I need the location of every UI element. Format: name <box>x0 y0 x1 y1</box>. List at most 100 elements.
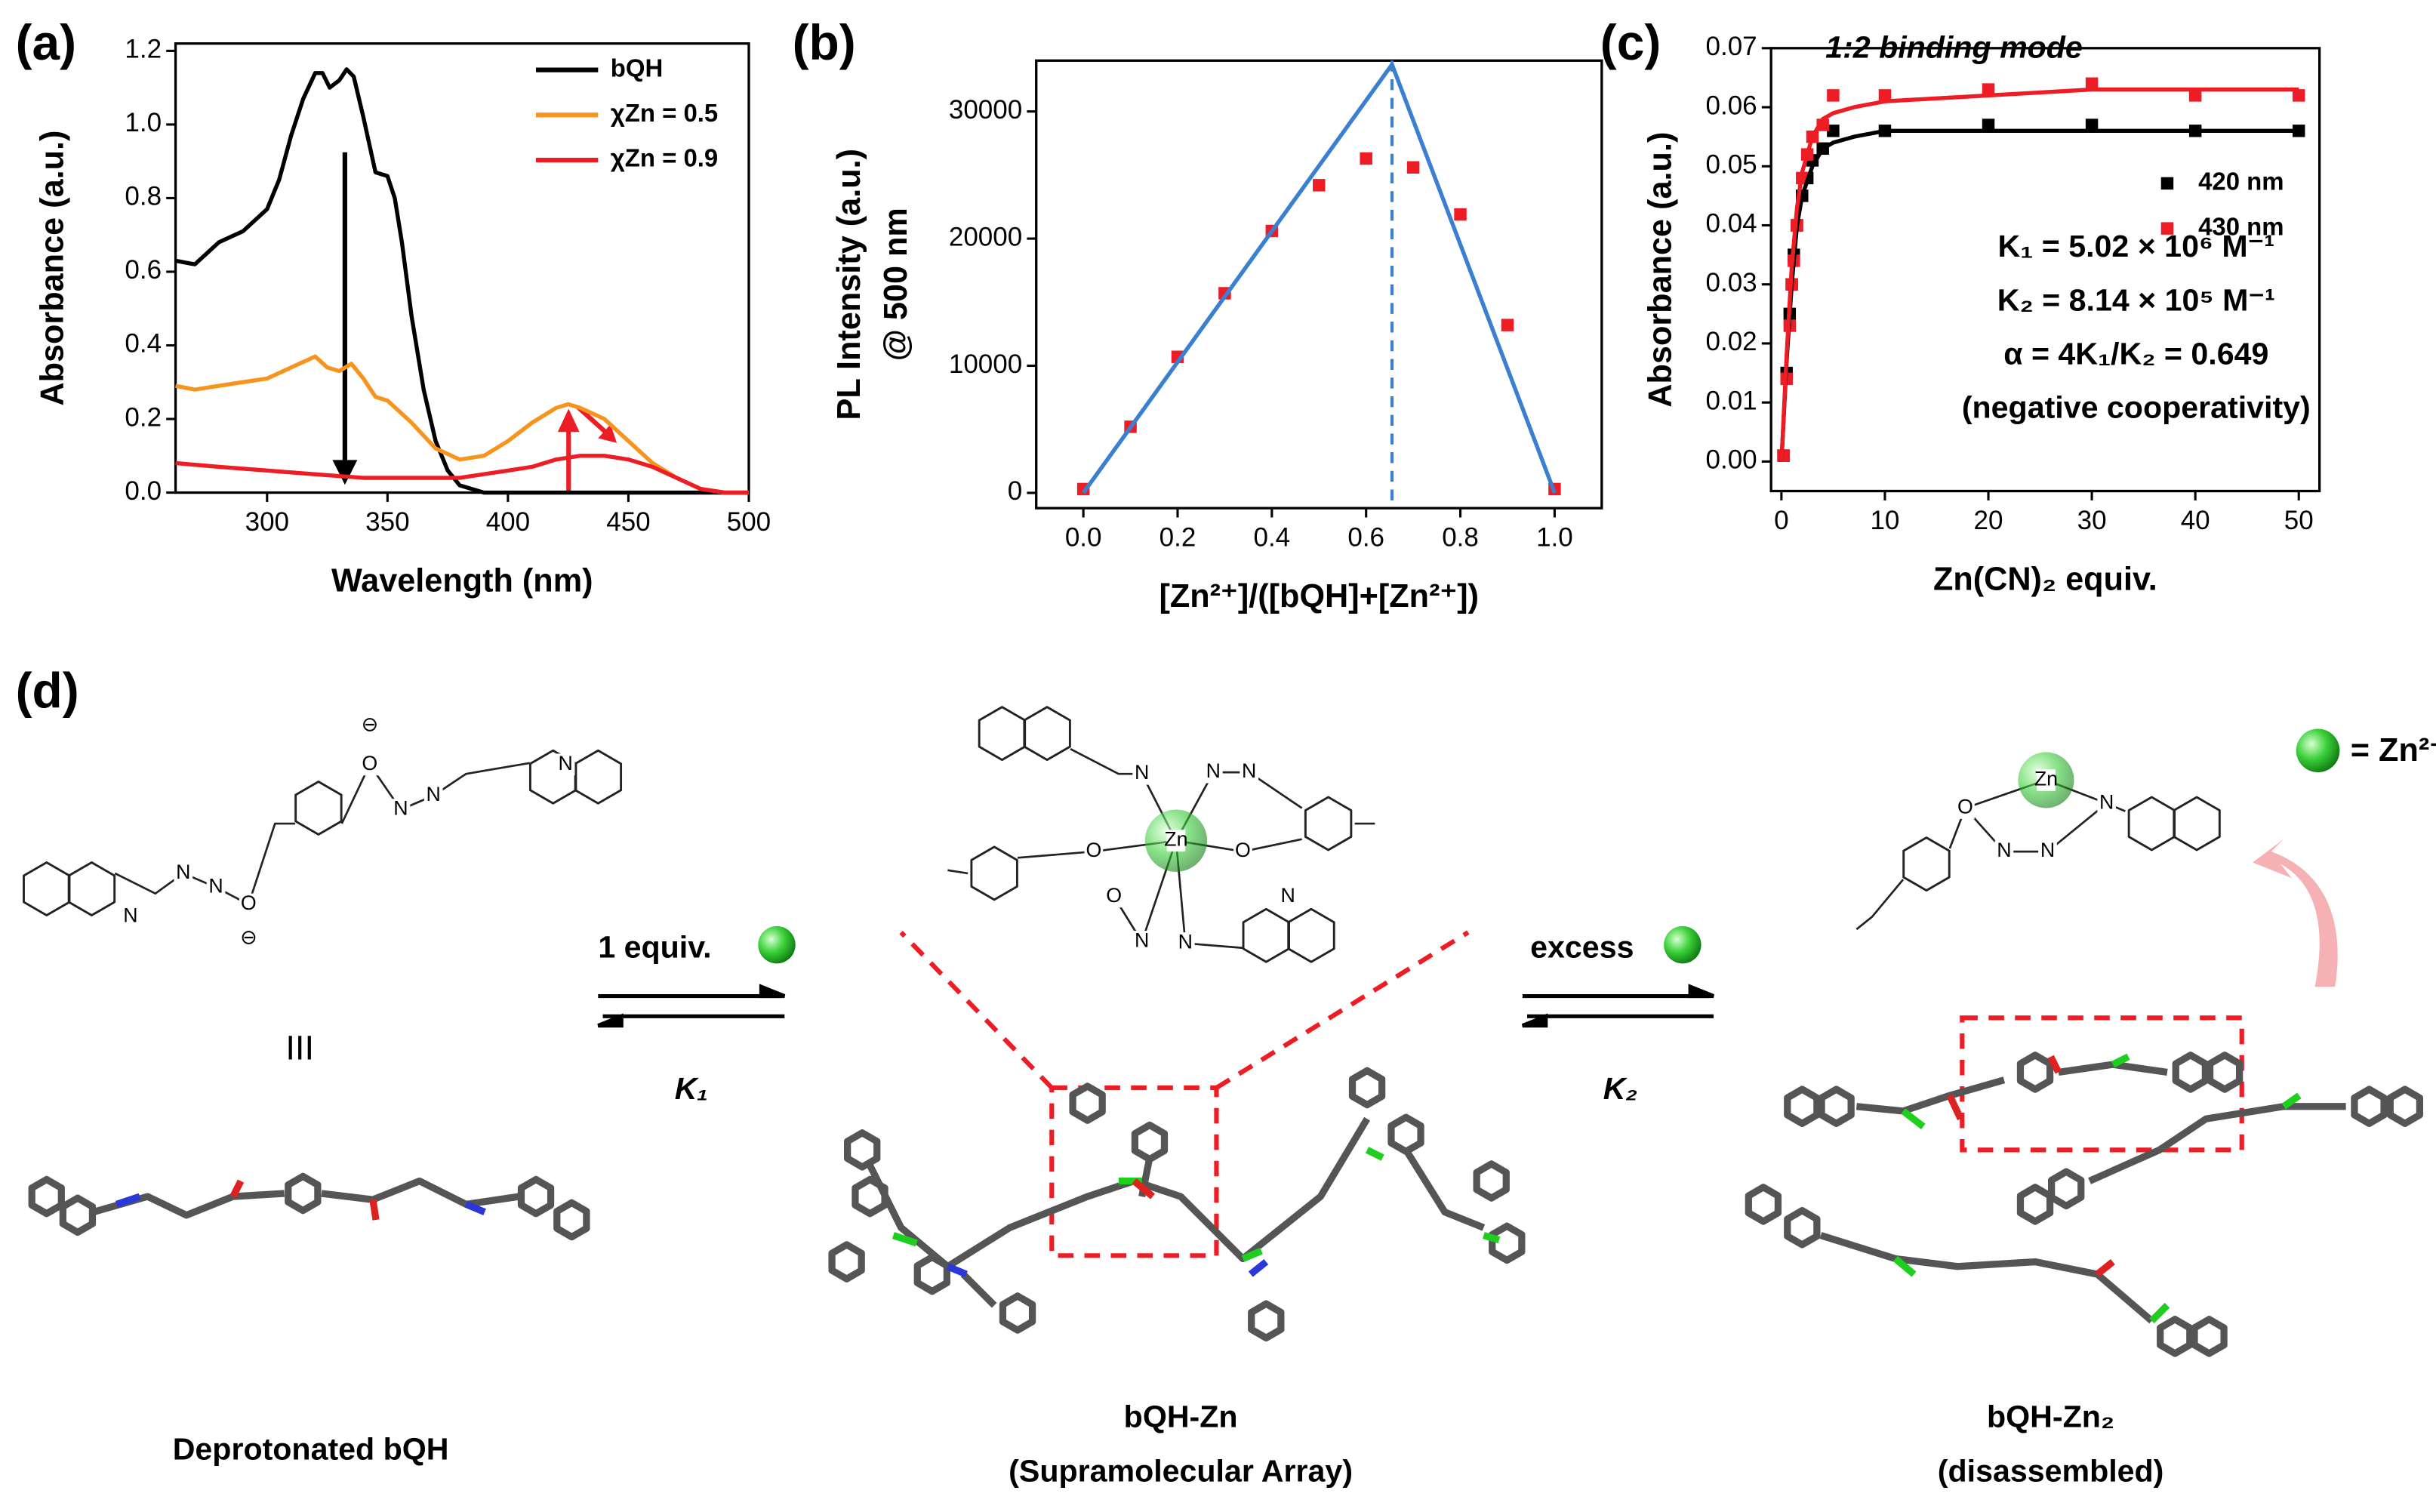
stick-ring <box>844 1129 881 1171</box>
x-tick-label: 40 <box>2181 506 2210 535</box>
atom-label: ⊖ <box>240 925 257 948</box>
annotation: 1:2 binding mode <box>1825 30 2083 65</box>
y-axis-title: @ 500 nm <box>878 208 914 361</box>
data-point <box>2085 77 2099 90</box>
stick-ring <box>2016 1184 2054 1225</box>
data-point <box>1982 83 1995 96</box>
y-tick-label: 10000 <box>949 350 1022 379</box>
data-point <box>1982 119 1995 131</box>
atom-label: N <box>1997 839 2011 861</box>
curved-arrow <box>2253 839 2338 987</box>
ring <box>1902 836 1951 892</box>
stick-atom <box>229 1179 245 1199</box>
y-tick-label: 0.00 <box>1706 445 1757 475</box>
stick-ring <box>2157 1316 2194 1357</box>
x-axis-title: [Zn²⁺]/([bQH]+[Zn²⁺]) <box>1159 578 1479 614</box>
plot-frame <box>1769 47 2321 493</box>
series-line <box>1779 87 2299 462</box>
x-tick-label: 50 <box>2284 506 2314 535</box>
stick-ring <box>1784 1085 1821 1127</box>
y-tick-label: 1.2 <box>125 35 162 64</box>
atom-label: N <box>1280 884 1295 907</box>
stick-ring <box>1131 1121 1169 1163</box>
atom-label: O <box>1957 796 1973 818</box>
stick-atom <box>2095 1258 2115 1277</box>
x-tick-label: 0.8 <box>1442 523 1479 553</box>
stick-ring <box>1473 1160 1510 1202</box>
y-tick-label: 1.0 <box>125 108 162 137</box>
x-axis-title: Zn(CN)₂ equiv. <box>1933 561 2157 597</box>
y-tick-label: 0.04 <box>1706 209 1757 239</box>
stick-bond <box>321 1177 520 1209</box>
stick-ring <box>1784 1207 1821 1249</box>
atom-bg <box>1132 931 1152 953</box>
stick-ring <box>59 1194 97 1236</box>
stick-atom <box>464 1201 486 1215</box>
y-tick-label: 0.07 <box>1706 32 1757 61</box>
stick-ring <box>2191 1316 2228 1357</box>
annotation: K₂ = 8.14 × 10⁵ M⁻¹ <box>1997 282 2275 317</box>
atom-bg <box>1084 840 1104 863</box>
stick-ring <box>2206 1052 2244 1093</box>
ring <box>2127 796 2176 851</box>
x-tick-label: 10 <box>1870 506 1899 535</box>
annotation: (negative cooperativity) <box>1962 390 2311 424</box>
atom-label: ⊖ <box>362 713 378 735</box>
x-tick-label: 450 <box>606 507 650 537</box>
annotation: α = 4K₁/K₂ = 0.649 <box>2003 336 2268 371</box>
y-tick-label: 0.03 <box>1706 268 1757 297</box>
atom-bg <box>2097 792 2117 815</box>
stick-bond <box>1403 1147 1486 1231</box>
stick-bond <box>960 1271 997 1308</box>
panel-label: (a) <box>16 14 76 70</box>
atom-bg <box>1203 761 1223 784</box>
atom-bg <box>1278 885 1298 908</box>
y-tick-label: 0.2 <box>125 402 162 432</box>
stick-ring <box>28 1175 65 1218</box>
x-tick-label: 30 <box>2077 506 2107 535</box>
atom-bg <box>1132 762 1152 785</box>
zn-ball <box>758 925 796 964</box>
arrowhead <box>598 423 617 443</box>
x-tick-label: 300 <box>245 507 289 537</box>
stick-ring <box>999 1292 1036 1334</box>
panel-label: (b) <box>793 14 856 70</box>
bond <box>947 869 969 875</box>
atom-label: O <box>362 752 377 774</box>
data-point <box>2188 89 2202 102</box>
step-label: 1 equiv. <box>598 930 711 965</box>
atom-bg <box>1956 797 1975 819</box>
stick-atom <box>1892 1255 1917 1277</box>
panel-label: (d) <box>16 663 79 719</box>
data-point <box>1406 161 1420 174</box>
atom-bg <box>239 927 258 950</box>
stick-atom <box>1946 1094 1964 1121</box>
atom-bg <box>1240 761 1259 784</box>
y-tick-label: 0.0 <box>125 476 162 506</box>
y-tick-label: 0.6 <box>125 255 162 285</box>
atom-label: Zn <box>2034 767 2058 790</box>
data-point <box>1827 125 1840 137</box>
x-tick-label: 400 <box>486 507 530 537</box>
atom-label: O <box>1086 839 1101 861</box>
arrowhead <box>597 1013 624 1028</box>
y-tick-label: 0.4 <box>125 329 162 359</box>
ring <box>1287 907 1335 963</box>
atom-bg <box>2037 768 2056 791</box>
y-axis-title: PL Intensity (a.u.) <box>831 149 867 420</box>
zn-legend: = Zn²⁺ <box>2351 732 2436 768</box>
atom-label: N <box>1135 929 1149 952</box>
atom-bg <box>1175 932 1195 954</box>
x-tick-label: 0.2 <box>1159 523 1196 553</box>
bond <box>1855 879 1905 931</box>
caption: Deprotonated bQH <box>173 1432 449 1467</box>
zn-ball <box>2296 728 2340 773</box>
stick-ring <box>1348 1067 1386 1109</box>
legend-label: χZn = 0.5 <box>611 99 718 127</box>
stick-ring <box>1489 1222 1526 1264</box>
data-point <box>2293 89 2305 102</box>
data-point <box>1878 89 1892 102</box>
atom-bg <box>1994 840 2014 863</box>
equilibrium-arrows <box>597 984 1714 1028</box>
